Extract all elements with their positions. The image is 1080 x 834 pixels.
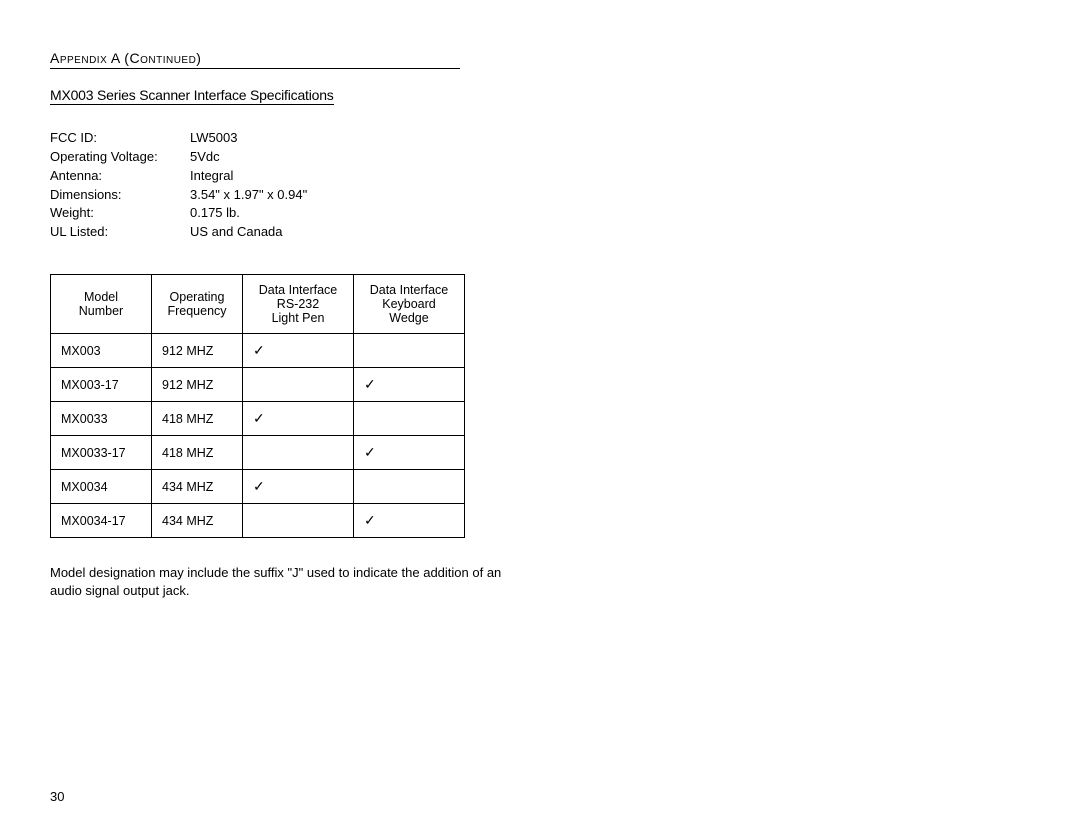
table-header-row: Model Number Operating Frequency Data In…	[51, 275, 465, 334]
spec-label: Operating Voltage:	[50, 148, 190, 167]
cell-frequency: 912 MHZ	[152, 368, 243, 402]
table-row: MX0033 418 MHZ ✓	[51, 402, 465, 436]
spec-label: UL Listed:	[50, 223, 190, 242]
cell-keyboard-wedge: ✓	[354, 436, 465, 470]
spec-label: FCC ID:	[50, 129, 190, 148]
spec-row: Antenna: Integral	[50, 167, 550, 186]
cell-rs232: ✓	[243, 470, 354, 504]
cell-model: MX0034-17	[51, 504, 152, 538]
cell-keyboard-wedge: ✓	[354, 368, 465, 402]
cell-model: MX003	[51, 334, 152, 368]
spec-value: 5Vdc	[190, 148, 550, 167]
cell-model: MX0033-17	[51, 436, 152, 470]
spec-value: 0.175 lb.	[190, 204, 550, 223]
spec-value: Integral	[190, 167, 550, 186]
cell-frequency: 434 MHZ	[152, 470, 243, 504]
cell-frequency: 418 MHZ	[152, 402, 243, 436]
cell-keyboard-wedge	[354, 470, 465, 504]
cell-model: MX0033	[51, 402, 152, 436]
table-row: MX0034-17 434 MHZ ✓	[51, 504, 465, 538]
spec-row: Dimensions: 3.54" x 1.97" x 0.94"	[50, 186, 550, 205]
table-row: MX0033-17 418 MHZ ✓	[51, 436, 465, 470]
table-row: MX003 912 MHZ ✓	[51, 334, 465, 368]
cell-frequency: 912 MHZ	[152, 334, 243, 368]
cell-model: MX003-17	[51, 368, 152, 402]
cell-rs232	[243, 368, 354, 402]
col-header-keyboard-wedge: Data Interface Keyboard Wedge	[354, 275, 465, 334]
header-text: Data Interface	[370, 283, 449, 297]
cell-frequency: 434 MHZ	[152, 504, 243, 538]
header-text: Wedge	[389, 311, 428, 325]
footnote-text: Model designation may include the suffix…	[50, 564, 510, 599]
header-text: Keyboard	[382, 297, 436, 311]
header-text: Frequency	[167, 304, 226, 318]
cell-rs232: ✓	[243, 402, 354, 436]
spec-value: LW5003	[190, 129, 550, 148]
spec-value: 3.54" x 1.97" x 0.94"	[190, 186, 550, 205]
cell-frequency: 418 MHZ	[152, 436, 243, 470]
model-table: Model Number Operating Frequency Data In…	[50, 274, 465, 538]
spec-label: Dimensions:	[50, 186, 190, 205]
header-text: Model Number	[79, 290, 123, 318]
col-header-model: Model Number	[51, 275, 152, 334]
appendix-title: Appendix A (Continued)	[50, 50, 460, 69]
spec-label: Antenna:	[50, 167, 190, 186]
section-subtitle: MX003 Series Scanner Interface Specifica…	[50, 87, 334, 105]
header-text: Light Pen	[272, 311, 325, 325]
cell-model: MX0034	[51, 470, 152, 504]
cell-rs232	[243, 504, 354, 538]
table-row: MX003-17 912 MHZ ✓	[51, 368, 465, 402]
page-number: 30	[50, 789, 64, 804]
header-text: RS-232	[277, 297, 319, 311]
col-header-rs232: Data Interface RS-232 Light Pen	[243, 275, 354, 334]
spec-list: FCC ID: LW5003 Operating Voltage: 5Vdc A…	[50, 129, 550, 242]
col-header-frequency: Operating Frequency	[152, 275, 243, 334]
cell-rs232	[243, 436, 354, 470]
cell-rs232: ✓	[243, 334, 354, 368]
spec-row: UL Listed: US and Canada	[50, 223, 550, 242]
spec-row: FCC ID: LW5003	[50, 129, 550, 148]
cell-keyboard-wedge	[354, 334, 465, 368]
spec-row: Operating Voltage: 5Vdc	[50, 148, 550, 167]
document-page: Appendix A (Continued) MX003 Series Scan…	[0, 0, 600, 629]
table-row: MX0034 434 MHZ ✓	[51, 470, 465, 504]
cell-keyboard-wedge: ✓	[354, 504, 465, 538]
header-text: Data Interface	[259, 283, 338, 297]
header-text: Operating	[170, 290, 225, 304]
spec-label: Weight:	[50, 204, 190, 223]
spec-row: Weight: 0.175 lb.	[50, 204, 550, 223]
cell-keyboard-wedge	[354, 402, 465, 436]
spec-value: US and Canada	[190, 223, 550, 242]
